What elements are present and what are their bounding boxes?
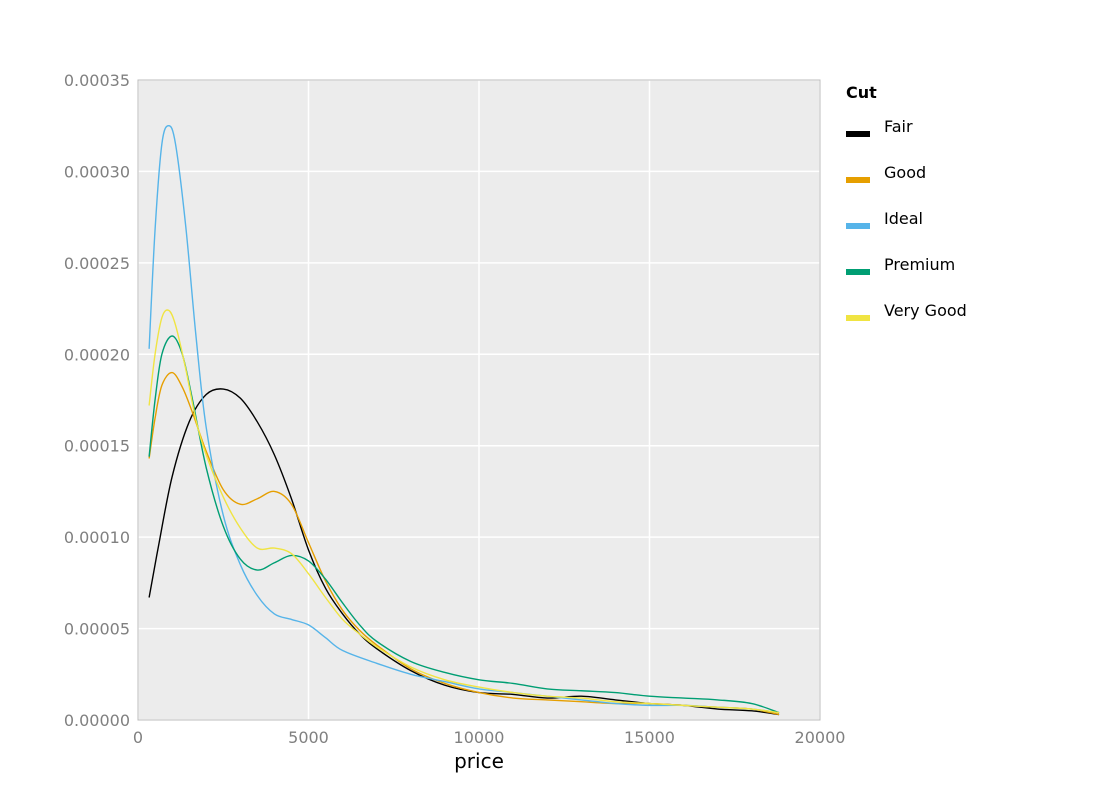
y-tick-label: 0.00035	[64, 71, 130, 90]
y-tick-label: 0.00025	[64, 254, 130, 273]
y-tick-label: 0.00000	[64, 711, 130, 730]
legend-swatch-ideal	[846, 223, 870, 229]
y-tick-label: 0.00030	[64, 162, 130, 181]
series-line-very-good	[148, 309, 780, 714]
x-axis-title: price	[454, 749, 504, 773]
plot-border	[137, 79, 821, 721]
x-tick-label: 0	[133, 728, 143, 747]
legend-label-premium: Premium	[884, 255, 955, 274]
y-tick-label: 0.00015	[64, 437, 130, 456]
y-tick-label: 0.00020	[64, 345, 130, 364]
legend: Cut Fair Good Ideal Premium Very Good	[846, 83, 967, 321]
legend-label-very-good: Very Good	[884, 301, 967, 320]
y-tick-label: 0.00005	[64, 620, 130, 639]
x-tick-label: 20000	[795, 728, 846, 747]
legend-label-fair: Fair	[884, 117, 913, 136]
legend-label-ideal: Ideal	[884, 209, 923, 228]
legend-title: Cut	[846, 83, 877, 102]
y-tick-labels: 0.00000 0.00005 0.00010 0.00015 0.00020 0.000…	[64, 71, 130, 730]
legend-swatch-very-good	[846, 315, 870, 321]
x-tick-label: 15000	[624, 728, 675, 747]
x-tick-label: 10000	[454, 728, 505, 747]
grid-lines	[137, 79, 821, 721]
legend-swatch-good	[846, 177, 870, 183]
legend-swatch-fair	[846, 131, 870, 137]
series-line-ideal	[148, 125, 780, 714]
legend-swatch-premium	[846, 269, 870, 275]
x-tick-label: 5000	[288, 728, 329, 747]
x-tick-labels: 0 5000 10000 15000 20000	[133, 728, 846, 747]
y-tick-label: 0.00010	[64, 528, 130, 547]
legend-label-good: Good	[884, 163, 926, 182]
series-lines	[148, 125, 780, 716]
